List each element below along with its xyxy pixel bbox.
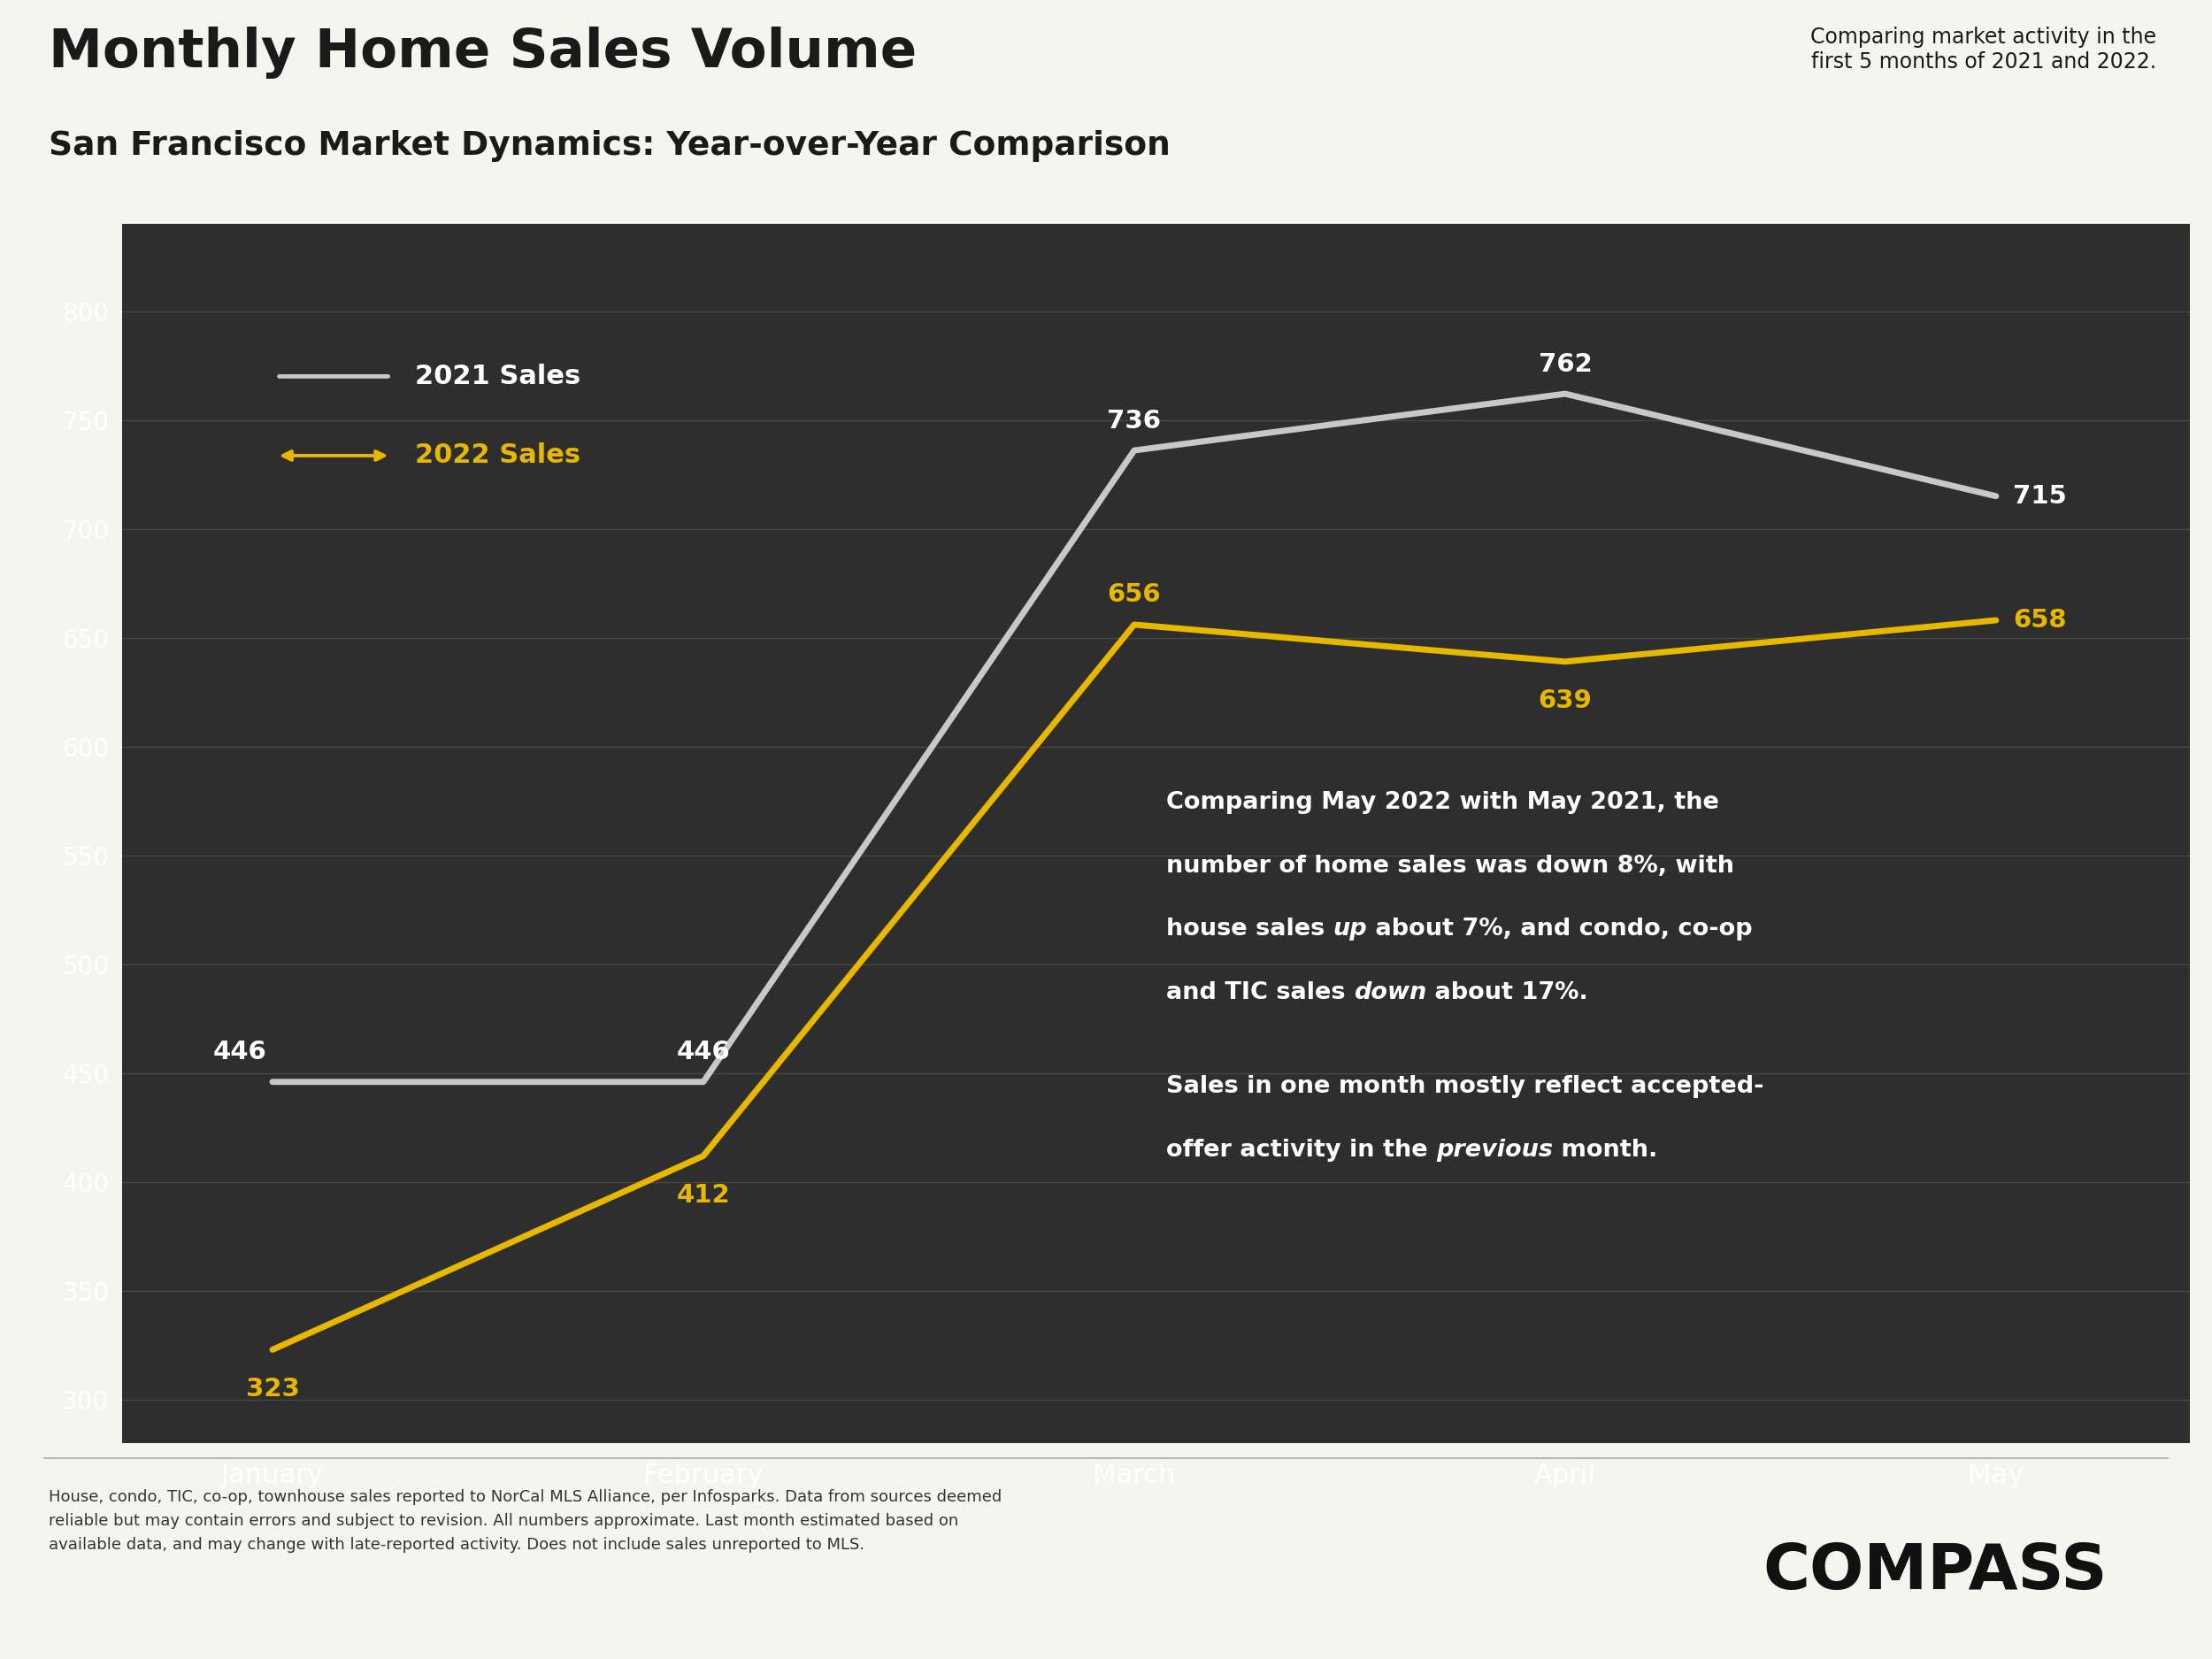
Text: 446: 446 bbox=[212, 1040, 265, 1065]
Text: Monthly Home Sales Volume: Monthly Home Sales Volume bbox=[49, 27, 918, 80]
Text: San Francisco Market Dynamics: Year-over-Year Comparison: San Francisco Market Dynamics: Year-over… bbox=[49, 129, 1170, 161]
Text: Sales in one month mostly reflect accepted-: Sales in one month mostly reflect accept… bbox=[1166, 1075, 1763, 1098]
Text: 715: 715 bbox=[2013, 484, 2066, 509]
Text: 446: 446 bbox=[677, 1040, 730, 1065]
Text: 2022 Sales: 2022 Sales bbox=[416, 443, 582, 468]
Text: 412: 412 bbox=[677, 1183, 730, 1208]
Text: down: down bbox=[1354, 980, 1427, 1004]
Text: 639: 639 bbox=[1537, 688, 1593, 713]
Text: offer activity in the: offer activity in the bbox=[1166, 1138, 1436, 1161]
Text: and TIC sales: and TIC sales bbox=[1166, 980, 1354, 1004]
Text: House, condo, TIC, co-op, townhouse sales reported to NorCal MLS Alliance, per I: House, condo, TIC, co-op, townhouse sale… bbox=[49, 1490, 1002, 1553]
Text: 658: 658 bbox=[2013, 607, 2066, 632]
Text: Comparing market activity in the
first 5 months of 2021 and 2022.: Comparing market activity in the first 5… bbox=[1812, 27, 2157, 73]
Text: 656: 656 bbox=[1108, 582, 1161, 607]
Text: number of home sales was down 8%, with: number of home sales was down 8%, with bbox=[1166, 854, 1734, 878]
Text: house sales: house sales bbox=[1166, 917, 1334, 941]
Text: Comparing May 2022 with May 2021, the: Comparing May 2022 with May 2021, the bbox=[1166, 791, 1719, 815]
Text: previous: previous bbox=[1436, 1138, 1553, 1161]
Text: about 17%.: about 17%. bbox=[1427, 980, 1588, 1004]
Text: 762: 762 bbox=[1537, 352, 1593, 377]
Text: 736: 736 bbox=[1108, 408, 1161, 433]
Text: 323: 323 bbox=[246, 1377, 299, 1402]
Text: 2021 Sales: 2021 Sales bbox=[416, 363, 582, 390]
Text: COMPASS: COMPASS bbox=[1763, 1541, 2108, 1603]
Text: up: up bbox=[1334, 917, 1367, 941]
Text: about 7%, and condo, co-op: about 7%, and condo, co-op bbox=[1367, 917, 1752, 941]
Text: month.: month. bbox=[1553, 1138, 1657, 1161]
